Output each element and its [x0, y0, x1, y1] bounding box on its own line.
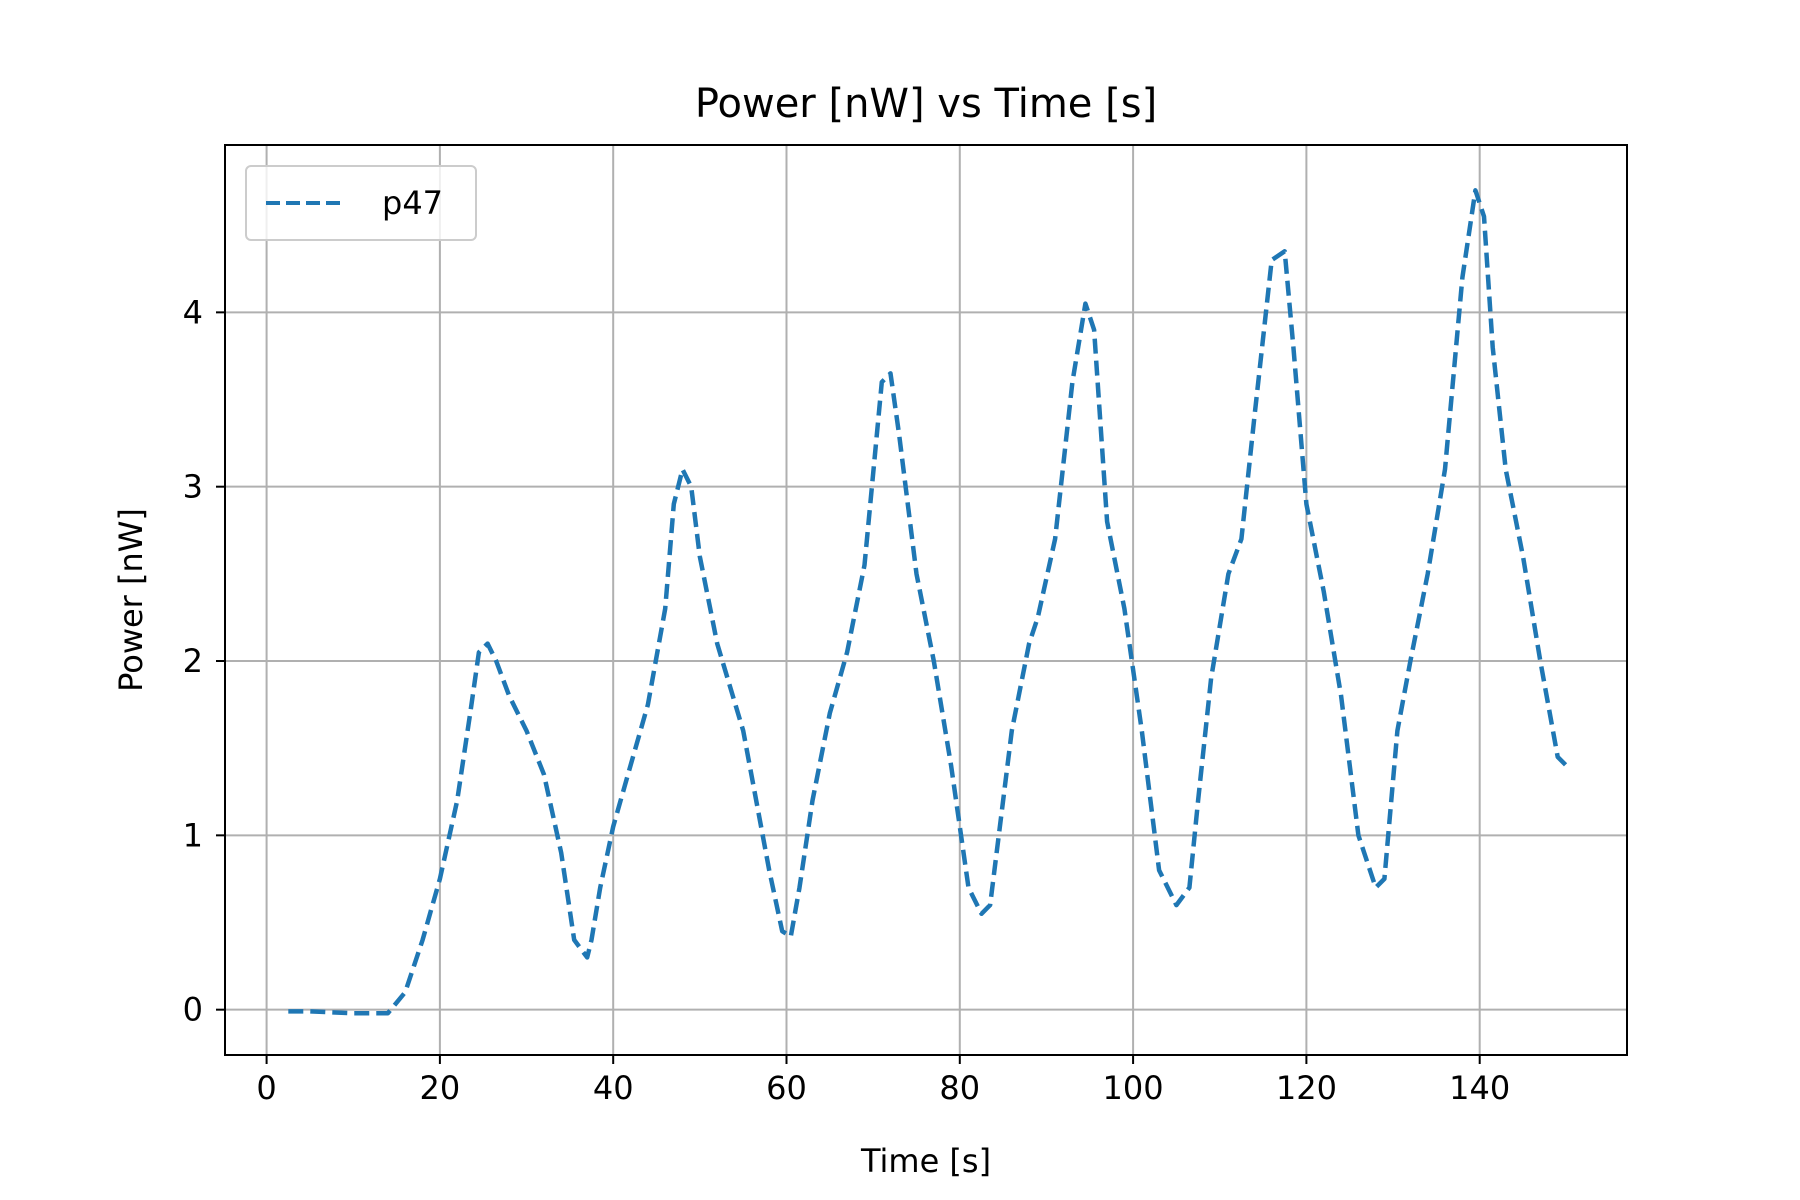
- y-axis-label: Power [nW]: [112, 508, 150, 692]
- x-tick-label: 40: [593, 1069, 634, 1107]
- x-tick-label: 0: [256, 1069, 276, 1107]
- y-tick-label: 1: [183, 816, 203, 854]
- x-tick-label: 100: [1103, 1069, 1164, 1107]
- series-layer: [288, 188, 1568, 1016]
- x-tick-label: 60: [766, 1069, 807, 1107]
- legend: p47: [245, 165, 477, 241]
- x-tick-label: 140: [1449, 1069, 1510, 1107]
- series-line-p47: [288, 188, 1568, 1016]
- x-tick-label: 120: [1276, 1069, 1337, 1107]
- y-tick-label: 0: [183, 991, 203, 1029]
- tick-layer: 0 20 40 60 80 100 120 140 0 1 2 3 4: [183, 293, 1511, 1107]
- chart-title: Power [nW] vs Time [s]: [695, 81, 1157, 127]
- legend-box: [245, 165, 477, 241]
- x-tick-label: 80: [939, 1069, 980, 1107]
- grid-layer: [225, 145, 1627, 1055]
- y-tick-label: 3: [183, 468, 203, 506]
- legend-label: p47: [382, 184, 443, 222]
- x-tick-label: 20: [420, 1069, 461, 1107]
- y-tick-label: 4: [183, 293, 203, 331]
- x-axis-label: Time [s]: [860, 1142, 991, 1180]
- y-tick-label: 2: [183, 642, 203, 680]
- plot-frame: [224, 144, 1628, 1056]
